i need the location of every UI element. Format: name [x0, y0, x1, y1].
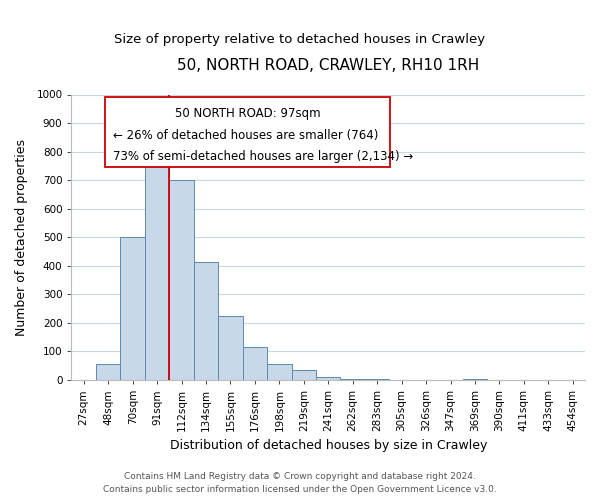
Bar	[316, 376, 340, 380]
Bar	[242, 347, 267, 380]
Text: Contains HM Land Registry data © Crown copyright and database right 2024.: Contains HM Land Registry data © Crown c…	[124, 472, 476, 481]
Bar	[96, 364, 121, 380]
Bar	[194, 262, 218, 380]
FancyBboxPatch shape	[105, 98, 390, 168]
Bar	[340, 378, 365, 380]
Bar	[267, 364, 292, 380]
Text: 73% of semi-detached houses are larger (2,134) →: 73% of semi-detached houses are larger (…	[113, 150, 413, 163]
Bar	[292, 370, 316, 380]
Text: Contains public sector information licensed under the Open Government Licence v3: Contains public sector information licen…	[103, 484, 497, 494]
X-axis label: Distribution of detached houses by size in Crawley: Distribution of detached houses by size …	[170, 440, 487, 452]
Bar	[169, 180, 194, 380]
Text: Size of property relative to detached houses in Crawley: Size of property relative to detached ho…	[115, 32, 485, 46]
Y-axis label: Number of detached properties: Number of detached properties	[15, 139, 28, 336]
Bar	[145, 148, 169, 380]
Bar	[121, 238, 145, 380]
Bar	[218, 316, 242, 380]
Text: ← 26% of detached houses are smaller (764): ← 26% of detached houses are smaller (76…	[113, 129, 378, 142]
Text: 50 NORTH ROAD: 97sqm: 50 NORTH ROAD: 97sqm	[175, 108, 320, 120]
Title: 50, NORTH ROAD, CRAWLEY, RH10 1RH: 50, NORTH ROAD, CRAWLEY, RH10 1RH	[177, 58, 479, 72]
